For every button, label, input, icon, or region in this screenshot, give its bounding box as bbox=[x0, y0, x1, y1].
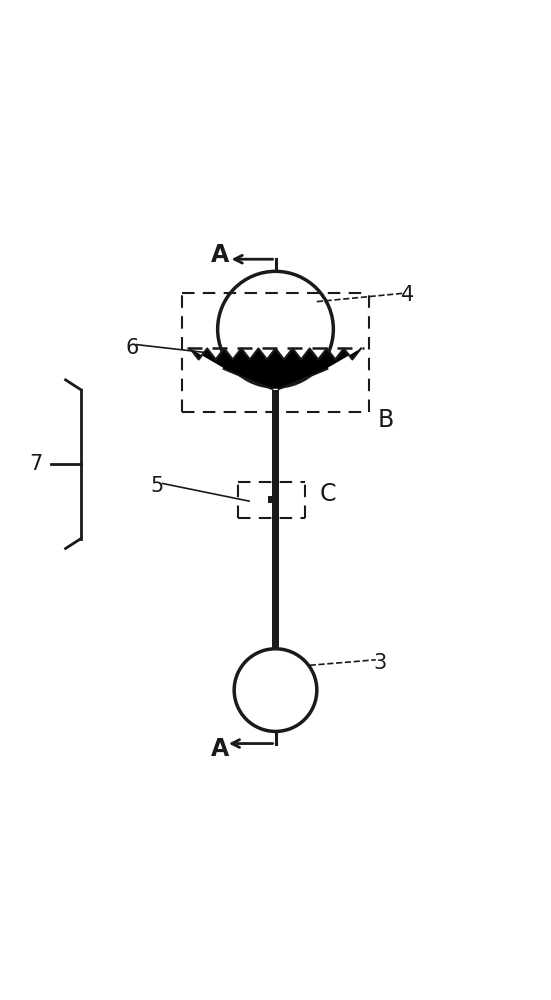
Text: B: B bbox=[377, 408, 394, 432]
Text: A: A bbox=[211, 243, 230, 267]
Bar bbox=[268, 496, 275, 503]
Text: 7: 7 bbox=[29, 454, 42, 474]
Text: C: C bbox=[320, 482, 336, 506]
Text: 6: 6 bbox=[126, 338, 139, 358]
Text: 4: 4 bbox=[401, 285, 414, 305]
Polygon shape bbox=[190, 348, 361, 388]
Text: 5: 5 bbox=[150, 476, 164, 496]
Text: A: A bbox=[211, 737, 230, 761]
Bar bbox=[272, 390, 279, 649]
Text: 3: 3 bbox=[374, 653, 387, 673]
